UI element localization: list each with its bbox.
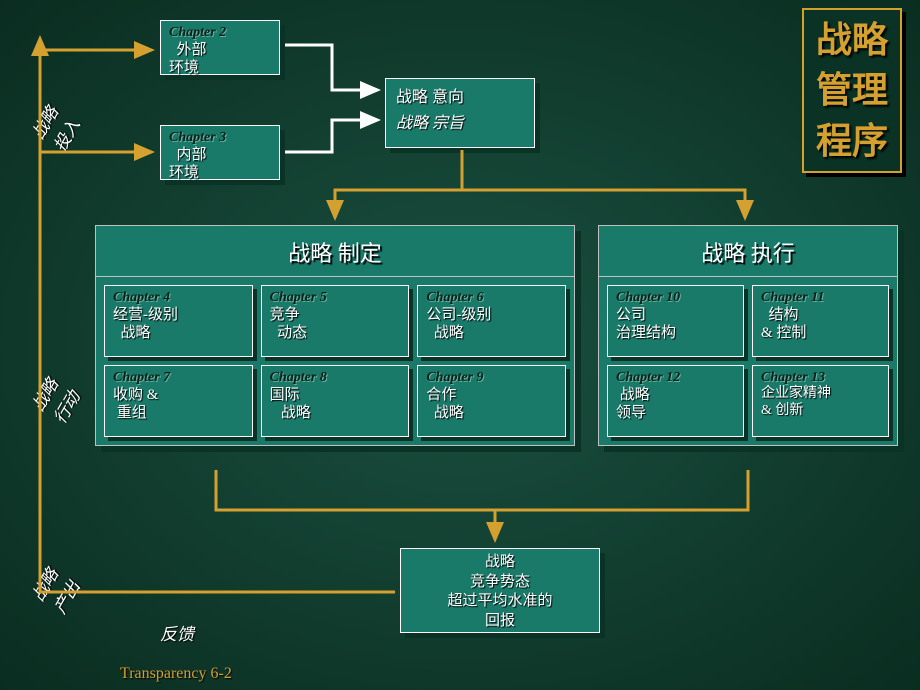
card-chapter-10: Chapter 10 公司治理结构: [607, 285, 744, 357]
box-chapter-3: Chapter 3 内部 环境: [160, 125, 280, 180]
box-outcomes: 战略 竞争势态 超过平均水准的 回报: [400, 548, 600, 633]
chapter-label: Chapter 3: [169, 130, 271, 146]
panel-strategy-formulation: 战略 制定 Chapter 4 经营-级别 战略 Chapter 5 竞争 动态…: [95, 225, 575, 446]
footer-transparency: Transparency 6-2: [120, 665, 232, 683]
card-chapter-6: Chapter 6 公司-级别 战略: [417, 285, 566, 357]
chapter-label: Chapter 2: [169, 25, 271, 41]
card-chapter-9: Chapter 9 合作 战略: [417, 365, 566, 437]
panel-strategy-execution: 战略 执行 Chapter 10 公司治理结构 Chapter 11 结构& 控…: [598, 225, 898, 446]
card-chapter-4: Chapter 4 经营-级别 战略: [104, 285, 253, 357]
chapter-text: 内部 环境: [169, 146, 271, 182]
box-strategic-intent: 战略 意向 战略 宗旨: [385, 78, 535, 148]
panel-header: 战略 制定: [96, 226, 574, 276]
card-chapter-7: Chapter 7 收购 & 重组: [104, 365, 253, 437]
chapter-text: 外部 环境: [169, 41, 271, 77]
label-strategic-action: 战略行动: [24, 373, 84, 427]
card-chapter-8: Chapter 8 国际 战略: [261, 365, 410, 437]
card-chapter-12: Chapter 12 战略领导: [607, 365, 744, 437]
outcomes-text: 战略 竞争势态 超过平均水准的 回报: [405, 553, 595, 631]
card-chapter-13: Chapter 13 企业家精神& 创新: [752, 365, 889, 437]
box-chapter-2: Chapter 2 外部 环境: [160, 20, 280, 75]
panel-header: 战略 执行: [599, 226, 897, 276]
title-box: 战略管理程序: [802, 8, 902, 173]
card-chapter-5: Chapter 5 竞争 动态: [261, 285, 410, 357]
label-feedback: 反馈: [160, 620, 194, 645]
card-chapter-11: Chapter 11 结构& 控制: [752, 285, 889, 357]
panel-body-right: Chapter 10 公司治理结构 Chapter 11 结构& 控制 Chap…: [599, 276, 897, 445]
panel-body-left: Chapter 4 经营-级别 战略 Chapter 5 竞争 动态 Chapt…: [96, 276, 574, 445]
label-strategic-input: 战略投入: [24, 101, 84, 155]
title-text: 战略管理程序: [816, 15, 888, 166]
intent-text: 战略 意向 战略 宗旨: [396, 85, 524, 136]
label-strategic-output: 战略产出: [24, 563, 84, 617]
